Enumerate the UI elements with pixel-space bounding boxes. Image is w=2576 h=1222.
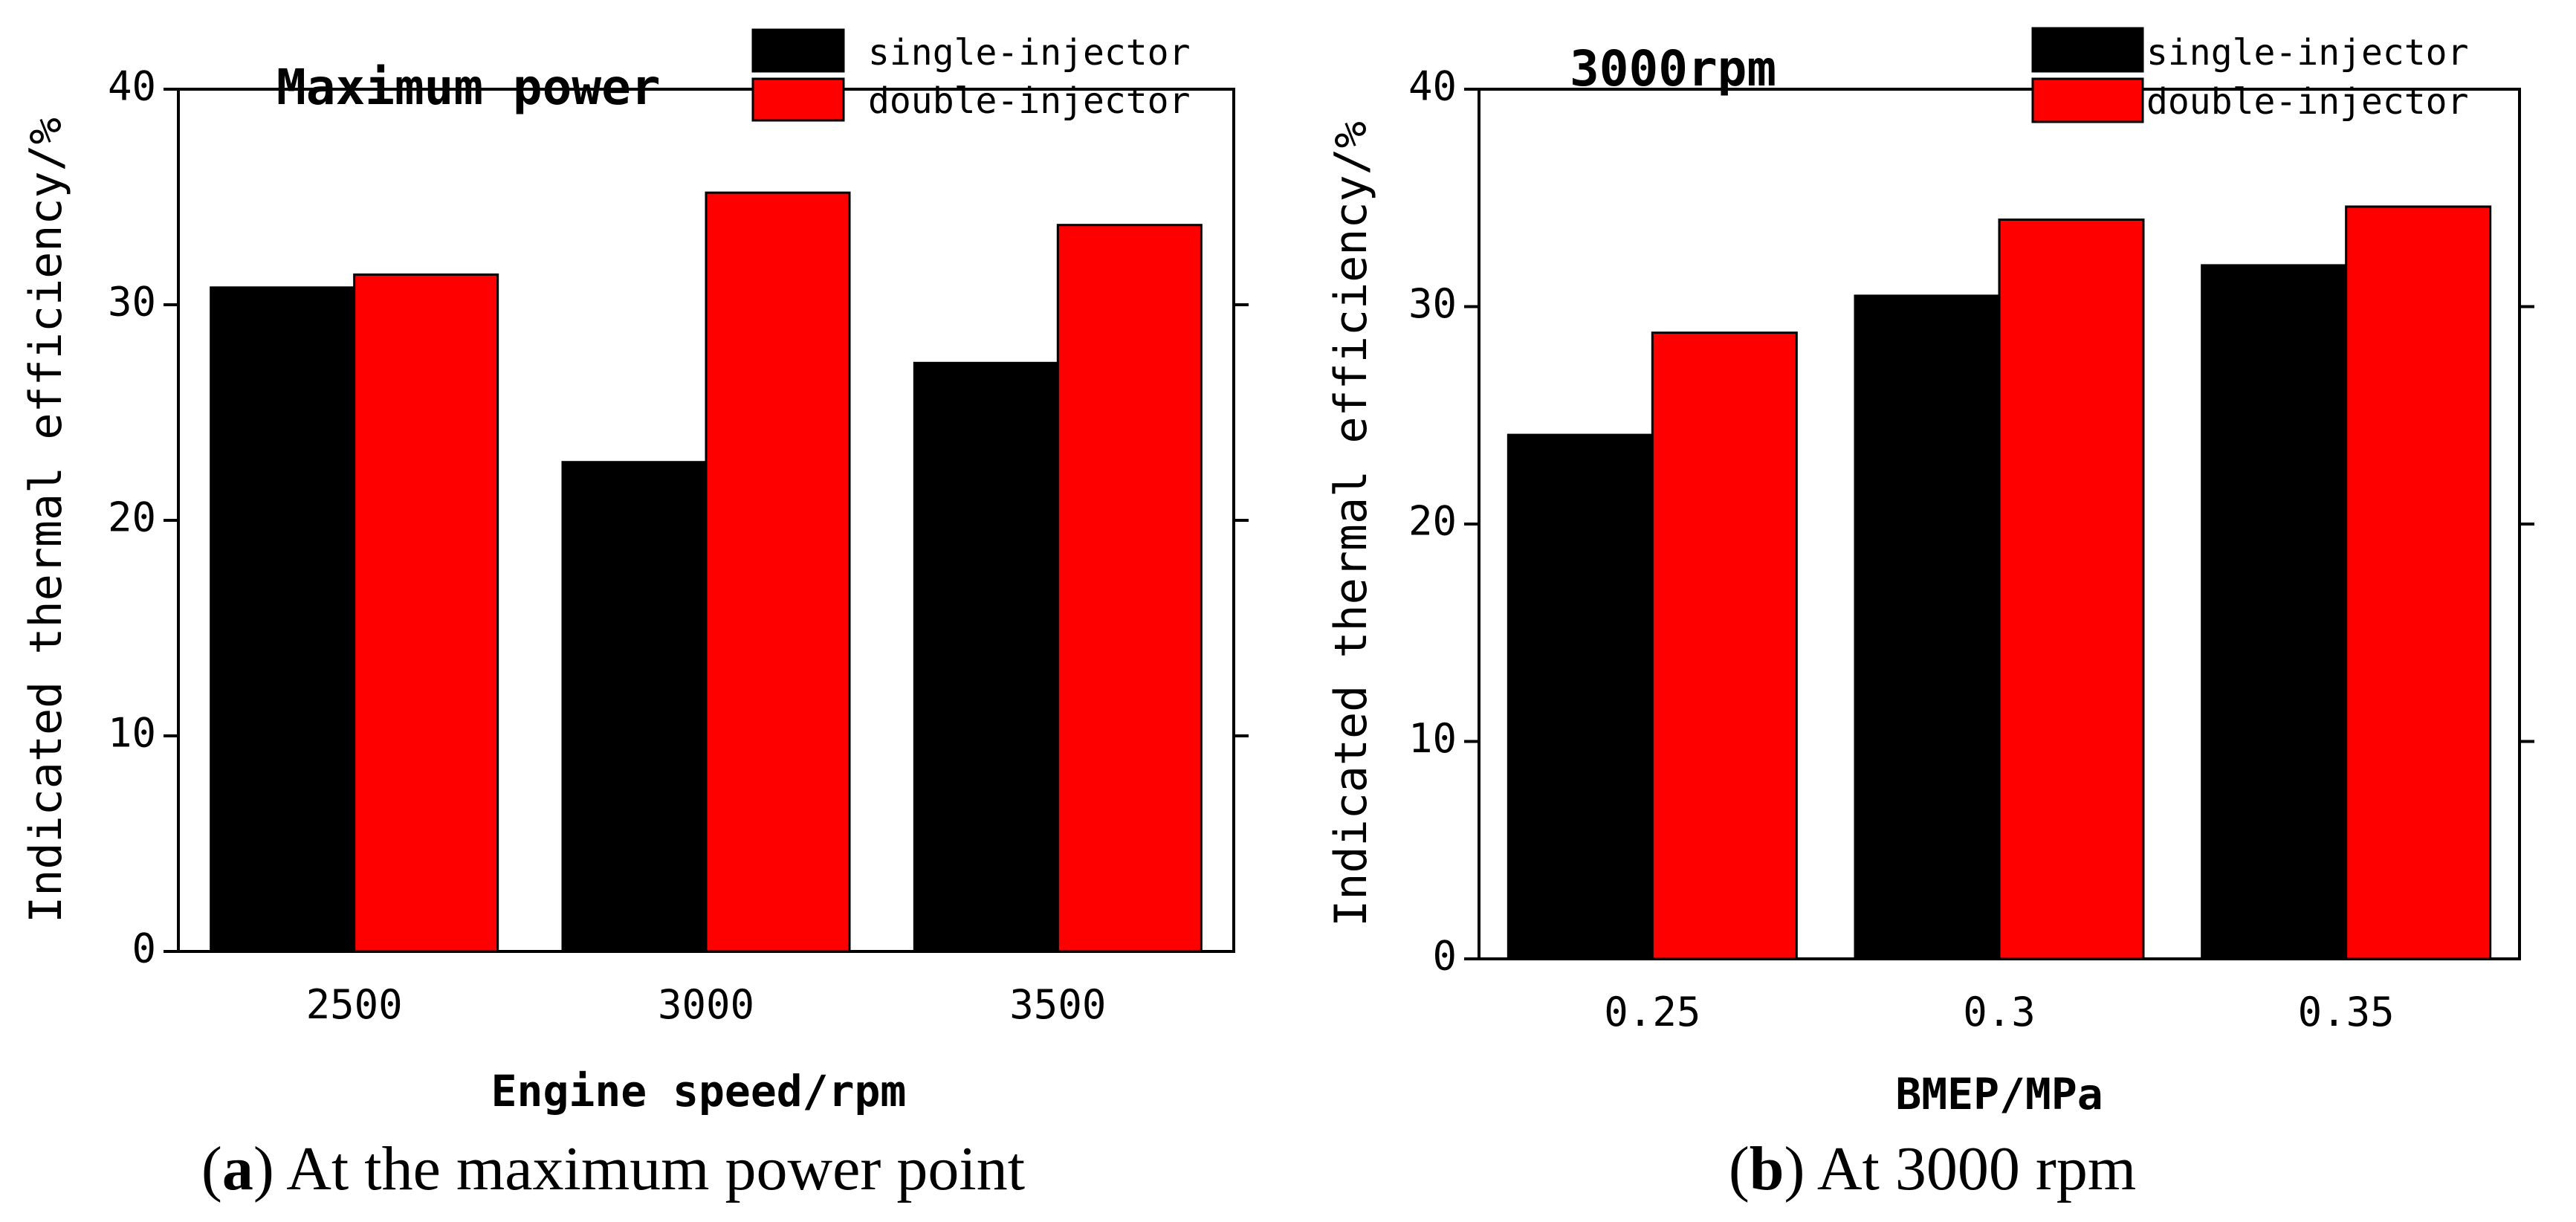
y-tick-label: 0 [1432, 933, 1457, 980]
y-tick-label: 20 [1408, 498, 1457, 545]
y-tick-label: 40 [108, 63, 156, 110]
bars-group [210, 191, 1203, 953]
figure-caption: (b) At 3000 rpm [1729, 1134, 2136, 1203]
bar-double-2500 [353, 273, 499, 953]
y-axis-label: Indicated thermal efficiency/% [20, 117, 72, 923]
x-axis-label: BMEP/MPa [1895, 1069, 2103, 1119]
legend: single-injector double-injector [751, 28, 1190, 122]
y-tick-label: 10 [108, 710, 156, 757]
y-tick-label: 0 [132, 925, 156, 972]
bar-double-0.25 [1651, 332, 1798, 960]
bar-single-3000 [561, 461, 708, 953]
caption-label: a [222, 1134, 253, 1203]
bar-single-2500 [210, 286, 356, 953]
y-tick-label: 20 [108, 494, 156, 541]
bar-single-3500 [913, 361, 1059, 953]
legend-label-single: single-injector [2146, 32, 2468, 74]
chart-title: Maximum power [276, 59, 661, 116]
x-tick-label: 3500 [1009, 981, 1106, 1028]
legend-swatch-double [2031, 77, 2144, 123]
bars-group [1507, 205, 2492, 960]
caption-text: At the maximum power point [286, 1134, 1025, 1203]
bar-double-3000 [705, 191, 851, 953]
panel-b: 0 10 20 30 40 0.25 0.3 0.35 3000rpm Indicated … [1325, 27, 2534, 1203]
caption-label: b [1750, 1134, 1784, 1203]
legend-swatch-single [751, 28, 845, 73]
y-tick-label: 10 [1408, 715, 1457, 762]
x-tick-label: 0.35 [2298, 989, 2395, 1035]
bar-single-0.25 [1507, 433, 1654, 960]
legend-swatch-single [2031, 27, 2144, 73]
x-tick-label: 2500 [306, 981, 403, 1028]
legend-label-single: single-injector [868, 32, 1190, 74]
y-tick-label: 30 [1408, 280, 1457, 327]
legend-swatch-double [751, 77, 845, 122]
figure-caption: (a) At the maximum power point [201, 1134, 1025, 1203]
y-axis-ticks: 0 10 20 30 40 [1408, 63, 2534, 980]
caption-text: At 3000 rpm [1817, 1134, 2136, 1203]
bar-double-0.3 [1998, 219, 2145, 960]
bar-single-0.35 [2201, 264, 2348, 960]
x-axis-ticks: 2500 3000 3500 [306, 981, 1107, 1028]
legend-label-double: double-injector [868, 80, 1190, 122]
y-tick-label: 40 [1408, 63, 1457, 110]
x-axis-label: Engine speed/rpm [491, 1066, 907, 1116]
bar-double-0.35 [2345, 205, 2492, 960]
legend: single-injector double-injector [2031, 27, 2468, 123]
legend-label-double: double-injector [2146, 81, 2468, 123]
x-tick-label: 0.25 [1604, 989, 1700, 1035]
y-axis-ticks: 0 10 20 30 40 [108, 63, 1249, 972]
bar-single-0.3 [1854, 294, 2001, 960]
x-tick-label: 0.3 [1963, 989, 2036, 1035]
x-tick-label: 3000 [658, 981, 754, 1028]
panel-a: 0 10 20 30 40 2500 3000 3500 Maximum power Ind… [20, 28, 1249, 1203]
chart-title: 3000rpm [1570, 40, 1776, 97]
y-tick-label: 30 [108, 279, 156, 326]
y-axis-label: Indicated thermal efficiency/% [1325, 121, 1377, 927]
bar-double-3500 [1056, 224, 1203, 953]
x-axis-ticks: 0.25 0.3 0.35 [1604, 989, 2394, 1035]
